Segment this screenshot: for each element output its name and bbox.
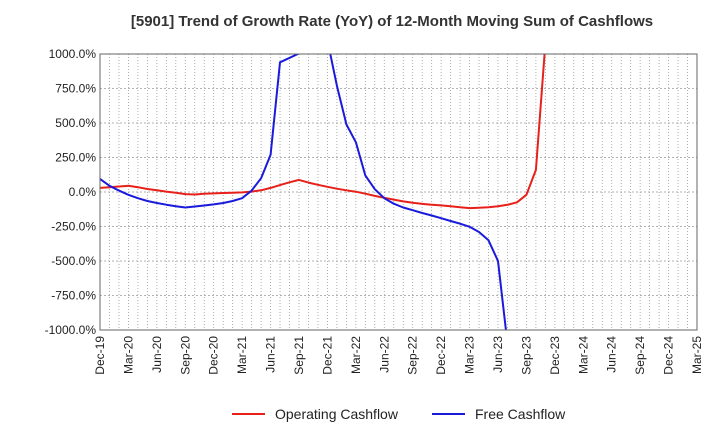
y-tick-label: 250.0%	[55, 151, 96, 165]
legend-label: Operating Cashflow	[275, 406, 399, 422]
legend-label: Free Cashflow	[475, 406, 566, 422]
x-tick-label: Mar-24	[576, 336, 590, 374]
x-tick-label: Dec-24	[662, 336, 676, 375]
y-tick-label: -750.0%	[51, 289, 96, 303]
plot-border	[99, 53, 698, 331]
x-tick-label: Mar-20	[121, 336, 135, 374]
x-tick-label: Sep-22	[406, 336, 420, 375]
x-tick-label: Jun-23	[491, 336, 505, 373]
x-axis: Dec-19 Mar-20 Jun-20 Sep-20 Dec-20 Mar-21 Jun-…	[93, 336, 704, 375]
x-tick-label: Dec-19	[93, 336, 107, 375]
series-line-free-cashflow	[100, 54, 507, 330]
x-tick-label: Dec-21	[320, 336, 334, 375]
x-tick-label: Sep-21	[292, 336, 306, 375]
series-lines	[100, 54, 546, 330]
x-tick-label: Jun-20	[150, 336, 164, 373]
grid	[100, 54, 697, 330]
x-tick-label: Jun-21	[264, 336, 278, 373]
x-tick-label: Jun-22	[377, 336, 391, 373]
y-axis: 1000.0% 750.0% 500.0% 250.0% 0.0% -250.0% -500…	[45, 47, 97, 337]
y-tick-label: -1000.0%	[45, 323, 97, 337]
legend: Operating Cashflow Free Cashflow	[232, 406, 566, 422]
x-tick-label: Mar-25	[690, 336, 704, 374]
x-tick-label: Mar-21	[235, 336, 249, 374]
y-tick-label: 1000.0%	[49, 47, 97, 61]
x-tick-label: Sep-24	[633, 336, 647, 375]
x-tick-label: Dec-20	[207, 336, 221, 375]
x-tick-label: Jun-24	[605, 336, 619, 373]
x-tick-label: Dec-22	[434, 336, 448, 375]
x-tick-label: Sep-20	[178, 336, 192, 375]
y-tick-label: 500.0%	[55, 116, 96, 130]
y-tick-label: -250.0%	[51, 220, 96, 234]
y-tick-label: -500.0%	[51, 254, 96, 268]
x-tick-label: Mar-22	[349, 336, 363, 374]
series-line-operating-cashflow	[100, 54, 546, 210]
y-tick-label: 0.0%	[69, 185, 97, 199]
x-tick-label: Mar-23	[463, 336, 477, 374]
x-tick-label: Dec-23	[548, 336, 562, 375]
x-tick-label: Sep-23	[519, 336, 533, 375]
chart-title: [5901] Trend of Growth Rate (YoY) of 12-…	[131, 13, 653, 30]
y-tick-label: 750.0%	[55, 82, 96, 96]
